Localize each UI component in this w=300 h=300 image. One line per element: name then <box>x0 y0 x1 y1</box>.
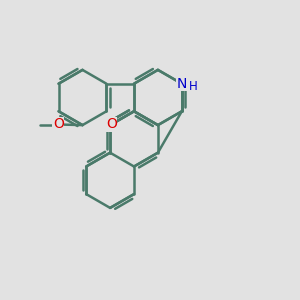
Text: N: N <box>177 77 187 91</box>
Text: H: H <box>189 80 198 93</box>
Text: O: O <box>106 117 117 131</box>
Text: O: O <box>53 118 64 131</box>
